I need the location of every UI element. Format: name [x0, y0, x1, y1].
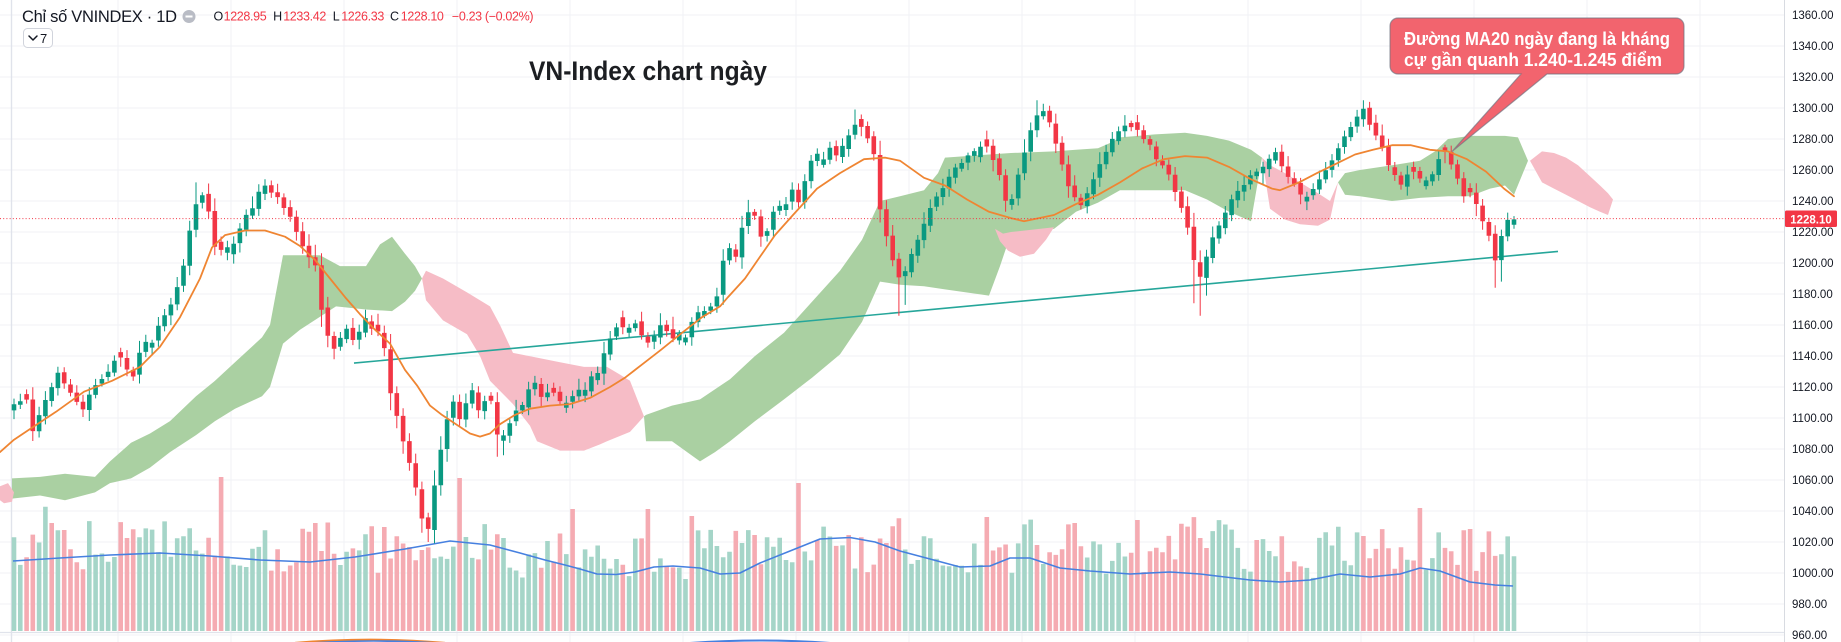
svg-text:cự gần quanh 1.240-1.245 điểm: cự gần quanh 1.240-1.245 điểm — [1404, 50, 1662, 70]
svg-text:1120.00: 1120.00 — [1792, 382, 1833, 394]
svg-text:1160.00: 1160.00 — [1792, 320, 1833, 332]
svg-text:1233.42: 1233.42 — [283, 10, 326, 24]
svg-text:H: H — [273, 10, 282, 24]
svg-text:1220.00: 1220.00 — [1792, 227, 1834, 239]
svg-text:1300.00: 1300.00 — [1792, 103, 1834, 115]
svg-text:VN-Index chart ngày: VN-Index chart ngày — [529, 56, 767, 86]
svg-text:960.00: 960.00 — [1792, 630, 1827, 642]
svg-text:1260.00: 1260.00 — [1792, 165, 1834, 177]
svg-text:1228.10: 1228.10 — [401, 10, 444, 24]
svg-text:980.00: 980.00 — [1792, 599, 1827, 611]
svg-text:−0.23 (−0.02%): −0.23 (−0.02%) — [452, 10, 533, 24]
svg-text:1020.00: 1020.00 — [1792, 537, 1834, 549]
svg-text:L: L — [333, 10, 340, 24]
svg-text:1240.00: 1240.00 — [1792, 196, 1834, 208]
svg-text:1280.00: 1280.00 — [1792, 134, 1834, 146]
svg-text:1200.00: 1200.00 — [1792, 258, 1834, 270]
svg-text:1340.00: 1340.00 — [1792, 41, 1834, 53]
svg-text:1180.00: 1180.00 — [1792, 289, 1833, 301]
svg-text:1060.00: 1060.00 — [1792, 475, 1834, 487]
svg-text:1000.00: 1000.00 — [1792, 568, 1834, 580]
svg-text:1320.00: 1320.00 — [1792, 72, 1834, 84]
svg-text:1360.00: 1360.00 — [1792, 10, 1834, 22]
svg-text:1100.00: 1100.00 — [1792, 413, 1833, 425]
svg-text:1228.95: 1228.95 — [224, 10, 267, 24]
svg-text:C: C — [390, 10, 399, 24]
svg-text:7: 7 — [40, 31, 47, 46]
svg-text:Chỉ số VNINDEX · 1D: Chỉ số VNINDEX · 1D — [22, 8, 177, 26]
svg-text:1226.33: 1226.33 — [341, 10, 384, 24]
svg-text:1040.00: 1040.00 — [1792, 506, 1834, 518]
svg-text:1228.10: 1228.10 — [1790, 215, 1832, 227]
svg-text:Đường MA20 ngày đang là kháng: Đường MA20 ngày đang là kháng — [1404, 29, 1670, 49]
svg-text:O: O — [214, 10, 224, 24]
svg-text:1080.00: 1080.00 — [1792, 444, 1834, 456]
svg-text:1140.00: 1140.00 — [1792, 351, 1833, 363]
